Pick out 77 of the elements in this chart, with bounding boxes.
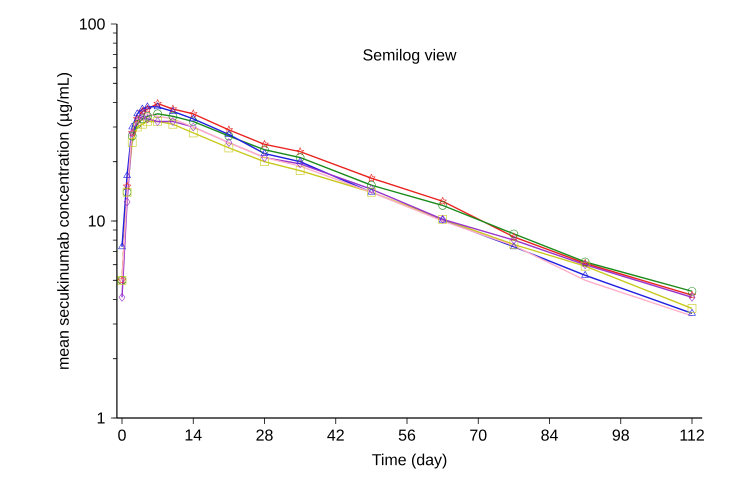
x-tick-label: 28 <box>256 429 273 441</box>
point <box>296 153 304 162</box>
point <box>581 271 589 278</box>
point <box>189 110 198 118</box>
point <box>296 147 304 156</box>
x-tick-label: 0 <box>118 429 126 441</box>
point <box>188 117 198 126</box>
point <box>188 128 198 138</box>
point <box>139 112 146 121</box>
point <box>143 104 152 113</box>
point <box>224 126 233 134</box>
y-tick-label: 10 <box>88 215 105 227</box>
point <box>190 122 197 132</box>
point <box>224 132 234 140</box>
y-tick-label: 100 <box>80 18 105 30</box>
point <box>296 166 304 176</box>
x-tick-label: 42 <box>327 429 344 441</box>
point <box>144 102 152 110</box>
point <box>688 290 696 299</box>
point <box>138 114 147 124</box>
point <box>296 160 304 168</box>
point <box>168 104 177 113</box>
y-axis-title: mean secukinumab concentration (µg/mL) <box>57 73 72 369</box>
point <box>688 292 696 302</box>
point <box>688 309 696 316</box>
point <box>154 102 162 110</box>
point <box>118 242 126 250</box>
point <box>688 304 696 313</box>
x-tick-label: 84 <box>541 429 558 441</box>
point <box>510 230 518 238</box>
point <box>260 140 269 148</box>
point <box>226 138 232 147</box>
point <box>510 236 518 244</box>
point <box>225 130 233 137</box>
x-tick-label: 56 <box>398 429 416 441</box>
point <box>260 149 268 156</box>
y-tick-label: 1 <box>98 412 105 424</box>
point <box>138 107 146 115</box>
point <box>122 182 132 190</box>
point <box>510 232 518 240</box>
point <box>189 114 198 122</box>
point <box>143 117 152 126</box>
point <box>128 132 136 140</box>
text: Semilog view <box>363 48 457 64</box>
point <box>132 122 142 132</box>
point <box>168 120 178 129</box>
point <box>128 138 136 147</box>
point <box>143 112 152 121</box>
x-tick-label: 70 <box>470 429 486 441</box>
point <box>169 107 177 114</box>
point <box>170 117 176 126</box>
point <box>138 120 147 129</box>
point <box>261 153 268 162</box>
point <box>123 171 131 178</box>
x-tick-label: 14 <box>186 429 202 440</box>
point <box>296 157 304 164</box>
point <box>368 184 375 194</box>
point <box>688 286 696 296</box>
point <box>124 198 130 206</box>
point <box>133 114 142 122</box>
point <box>134 117 141 126</box>
x-tick-label: 98 <box>612 429 629 441</box>
point <box>224 144 234 152</box>
point <box>138 104 146 112</box>
point <box>438 196 447 205</box>
point <box>367 180 376 190</box>
point <box>118 292 126 302</box>
point <box>134 110 142 116</box>
point <box>144 114 151 124</box>
point <box>438 201 447 210</box>
x-axis-title: Time (day) <box>372 454 446 468</box>
point <box>154 99 162 108</box>
x-tick-label: 112 <box>680 429 704 441</box>
point <box>260 157 269 166</box>
point <box>367 174 376 182</box>
point <box>128 122 136 130</box>
point <box>260 145 269 154</box>
